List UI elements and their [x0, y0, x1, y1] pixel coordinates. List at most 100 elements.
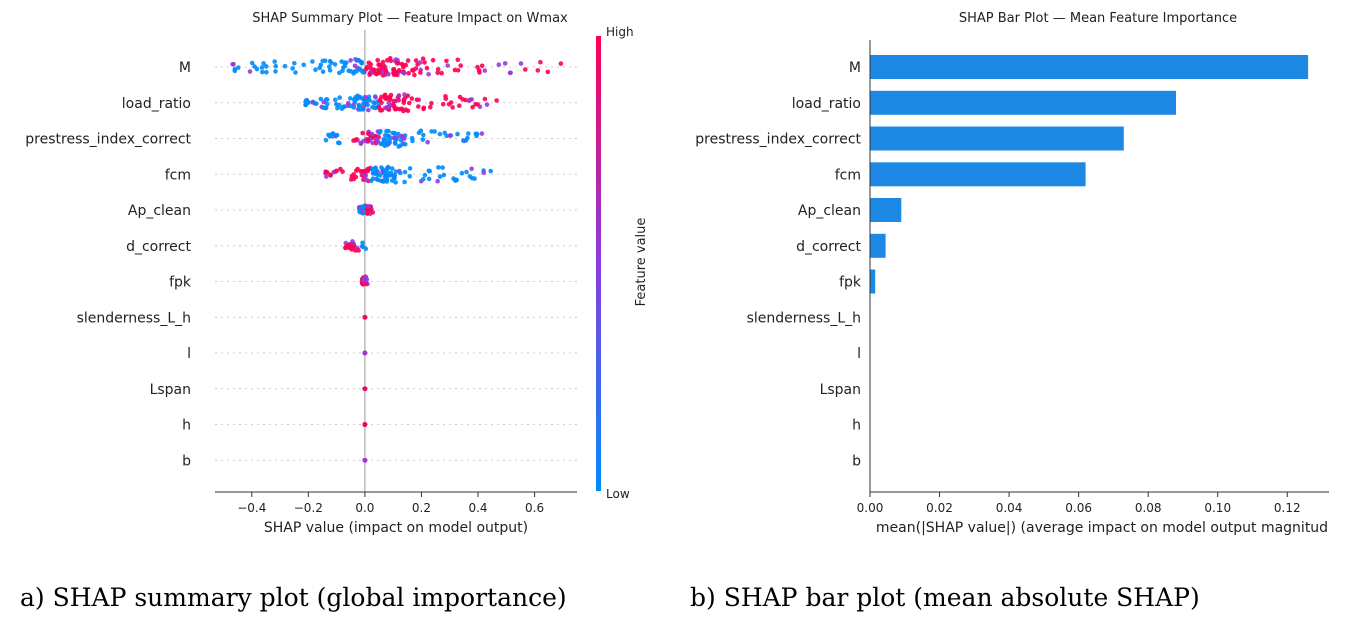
shap-point: [359, 204, 365, 210]
shap-point: [508, 70, 513, 76]
shap-point: [363, 177, 369, 182]
shap-point: [393, 57, 399, 62]
colorbar: [596, 36, 601, 491]
shap-point: [348, 68, 354, 74]
shap-point: [402, 169, 408, 175]
shap-point: [393, 169, 399, 174]
shap-point: [391, 72, 397, 77]
shap-point: [391, 103, 397, 108]
shap-point: [477, 70, 482, 75]
shap-point: [360, 130, 365, 136]
shap-point: [535, 68, 541, 73]
shap-point: [407, 100, 412, 106]
shap-point: [469, 166, 474, 172]
shap-point: [327, 58, 333, 64]
feature-label: fcm: [835, 167, 861, 183]
feature-label: slenderness_L_h: [747, 310, 861, 326]
shap-point: [450, 105, 455, 110]
shap-point: [366, 107, 371, 113]
x-axis-ticks: 0.00 0.02 0.04 0.06 0.08 0.10 0.12: [857, 492, 1301, 515]
shap-point: [374, 136, 379, 142]
shap-point: [440, 101, 446, 107]
shap-point: [273, 69, 278, 74]
shap-point: [293, 70, 298, 75]
shap-point: [398, 138, 404, 143]
shap-point: [383, 95, 388, 101]
shap-point: [321, 99, 327, 105]
shap-point: [401, 100, 407, 106]
shap-point: [354, 168, 359, 173]
shap-point: [429, 100, 434, 106]
shap-point: [481, 170, 487, 175]
shap-point: [409, 96, 415, 101]
shap-point: [348, 96, 353, 101]
caption-a: a) SHAP summary plot (global importance): [20, 583, 567, 612]
shap-point: [365, 211, 370, 216]
shap-point: [448, 100, 454, 105]
feature-label: fcm: [165, 167, 191, 183]
shap-point: [365, 137, 371, 143]
shap-point: [272, 59, 278, 64]
shap-point: [428, 104, 433, 110]
shap-point: [421, 132, 426, 138]
shap-point: [401, 71, 407, 76]
shap-point: [334, 168, 339, 174]
shap-point: [425, 139, 430, 145]
shap-point: [377, 130, 382, 136]
shap-point: [401, 135, 407, 140]
shap-point: [317, 65, 323, 71]
shap-point: [282, 63, 288, 69]
shap-point: [264, 70, 269, 75]
shap-point: [461, 138, 466, 143]
shap-point: [418, 70, 423, 75]
x-axis-label: mean(|SHAP value|) (average impact on mo…: [876, 520, 1328, 536]
shap-point: [387, 94, 392, 100]
summary-plot-title: SHAP Summary Plot — Feature Impact on Wm…: [252, 11, 568, 26]
shap-point: [421, 106, 426, 112]
shap-point: [420, 56, 426, 61]
shap-point: [368, 178, 374, 184]
shap-point: [426, 176, 432, 182]
shap-point: [436, 165, 441, 170]
shap-point: [352, 63, 358, 69]
shap-point: [388, 170, 394, 176]
shap-point: [384, 176, 390, 182]
feature-label: M: [849, 60, 861, 76]
importance-bars: [870, 55, 1309, 294]
feature-label: Lspan: [820, 382, 861, 398]
shap-point: [406, 70, 412, 76]
shap-point: [360, 282, 366, 287]
shap-point: [402, 179, 407, 185]
shap-point: [426, 168, 432, 174]
shap-point: [386, 72, 391, 77]
shap-point: [422, 172, 428, 178]
x-tick-label: 0.02: [926, 501, 953, 515]
shap-point: [363, 246, 369, 251]
shap-point: [360, 107, 366, 112]
shap-point: [259, 65, 265, 70]
feature-label: Ap_clean: [798, 203, 861, 219]
shap-point: [397, 170, 403, 176]
shap-point: [363, 277, 369, 282]
shap-point: [364, 64, 370, 70]
feature-label: prestress_index_correct: [25, 132, 191, 148]
shap-point: [377, 173, 383, 178]
shap-point: [372, 166, 378, 171]
shap-point: [358, 140, 364, 146]
shap-point: [362, 94, 368, 100]
shap-point: [327, 64, 332, 69]
shap-point: [371, 100, 377, 105]
shap-point: [391, 135, 397, 141]
x-tick-label: −0.4: [237, 501, 266, 515]
shap-point: [328, 173, 334, 178]
shap-point: [387, 103, 393, 109]
shap-point: [312, 101, 318, 106]
x-axis-label: SHAP value (impact on model output): [264, 520, 528, 536]
shap-point: [432, 129, 438, 134]
shap-point: [403, 142, 408, 147]
shap-point: [472, 176, 477, 181]
shap-point: [386, 128, 391, 134]
importance-bar: [870, 162, 1086, 187]
x-tick-label: −0.2: [294, 501, 323, 515]
shap-point: [290, 66, 295, 71]
